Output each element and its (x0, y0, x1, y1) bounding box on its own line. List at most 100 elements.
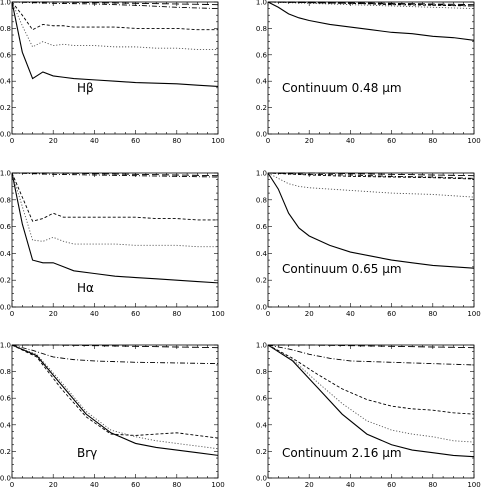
y-tick-label: 0.2 (256, 104, 267, 112)
x-tick-label: 20 (49, 310, 58, 318)
x-tick-label: 100 (211, 481, 224, 489)
y-tick-label: 0.0 (0, 131, 11, 139)
x-tick-label: 60 (131, 137, 140, 145)
series-line-solid (11, 1, 219, 88)
series-line-solid (267, 344, 475, 458)
plot-frame (11, 1, 219, 135)
panel-6: 0 20 40 60 80 100 0.0 0.2 0.4 0.6 0.8 1.0 Continuum … (256, 342, 481, 489)
series-line-dashdot (11, 344, 219, 365)
y-tick-label: 0.2 (0, 448, 11, 456)
x-tick-label: 80 (172, 310, 181, 318)
series-line-solid (11, 172, 219, 284)
y-tick-label: 0.6 (0, 51, 12, 59)
series-line-dashed (267, 172, 475, 180)
x-tick-label: 100 (467, 481, 480, 489)
series-line-longdash (12, 172, 219, 177)
y-tick-label: 0.8 (0, 25, 11, 33)
series-line-dashed (267, 344, 475, 415)
x-tick-label: 0 (10, 137, 14, 145)
y-tick-label: 0.4 (256, 421, 268, 429)
x-tick-label: 40 (346, 481, 355, 489)
y-tick-label: 0.0 (0, 475, 11, 483)
panel-3: 0 20 40 60 80 100 0.0 0.2 0.4 0.6 0.8 1.0 Hα (0, 170, 225, 319)
series-line-longdash (268, 1, 475, 6)
y-tick-label: 1.0 (0, 342, 11, 350)
x-tick-label: 60 (387, 481, 396, 489)
x-tick-label: 0 (266, 310, 270, 318)
panel-label: Continuum 0.48 μm (282, 81, 402, 95)
series-line-longdash (12, 1, 219, 6)
series-line-dashed (11, 344, 219, 439)
x-tick-label: 0 (10, 481, 14, 489)
x-tick-label: 80 (428, 137, 437, 145)
y-tick-label: 0.0 (256, 131, 267, 139)
y-tick-label: 0.6 (256, 51, 268, 59)
x-tick-label: 0 (266, 137, 270, 145)
y-tick-label: 1.0 (256, 170, 267, 178)
panel-label: Continuum 2.16 μm (282, 446, 402, 460)
y-tick-label: 0.8 (256, 25, 267, 33)
x-tick-label: 40 (346, 137, 355, 145)
panel-label: Hα (77, 281, 94, 295)
series-line-dashed (11, 1, 218, 31)
y-tick-label: 0.6 (256, 395, 268, 403)
panel-5: 0 20 40 60 80 100 0.0 0.2 0.4 0.6 0.8 1.0 Brγ (0, 342, 225, 489)
y-tick-label: 0.0 (256, 475, 267, 483)
series-line-dotted (11, 172, 218, 248)
series-line-dashed (267, 1, 475, 7)
plot-frame (267, 1, 475, 135)
y-tick-label: 0.8 (0, 368, 11, 376)
series-line-dashdot (267, 172, 475, 179)
x-tick-label: 100 (211, 137, 224, 145)
series-line-longdash (268, 172, 475, 177)
panel-2: 0 20 40 60 80 100 0.0 0.2 0.4 0.6 0.8 1.0 Continuum … (256, 0, 481, 145)
x-tick-label: 20 (305, 137, 314, 145)
y-tick-label: 0.4 (0, 78, 12, 86)
x-tick-label: 40 (90, 310, 99, 318)
y-tick-label: 0.0 (0, 304, 11, 312)
panel-1: 0 20 40 60 80 100 0.0 0.2 0.4 0.6 0.8 1.0 Hβ (0, 0, 225, 145)
x-tick-label: 20 (305, 310, 314, 318)
y-tick-label: 0.2 (256, 277, 267, 285)
x-tick-label: 20 (305, 481, 314, 489)
y-tick-label: 0.6 (256, 223, 268, 231)
series-line-longdash (12, 344, 219, 349)
y-tick-label: 0.8 (256, 196, 267, 204)
y-tick-label: 1.0 (0, 170, 11, 178)
plot-frame (267, 172, 475, 308)
y-tick-label: 0.8 (256, 368, 267, 376)
series-line-dotted (11, 344, 219, 450)
x-tick-label: 0 (266, 481, 270, 489)
y-tick-label: 0.2 (0, 277, 11, 285)
y-tick-label: 1.0 (256, 0, 267, 7)
x-tick-label: 40 (346, 310, 355, 318)
series-line-dashdot (267, 1, 475, 7)
x-tick-label: 60 (131, 481, 140, 489)
panel-label: Brγ (77, 446, 97, 460)
x-tick-label: 60 (387, 137, 396, 145)
series-line-dashdot (267, 344, 475, 366)
series-line-dotted (11, 1, 218, 50)
y-tick-label: 0.4 (256, 78, 268, 86)
series-line-solid (11, 344, 219, 456)
x-tick-label: 80 (172, 137, 181, 145)
y-tick-label: 0.2 (0, 104, 11, 112)
series-line-dashdot (11, 1, 219, 10)
x-tick-label: 40 (90, 137, 99, 145)
x-tick-label: 60 (387, 310, 396, 318)
x-tick-label: 0 (10, 310, 14, 318)
y-tick-label: 1.0 (256, 342, 267, 350)
y-tick-label: 0.8 (0, 196, 11, 204)
x-tick-label: 100 (467, 310, 480, 318)
panel-label: Hβ (77, 81, 94, 95)
series-line-dashed (11, 172, 218, 222)
panel-label: Continuum 0.65 μm (282, 262, 402, 276)
y-tick-label: 0.4 (0, 421, 12, 429)
series-line-dashdot (11, 172, 219, 178)
series-line-dotted (267, 1, 475, 10)
x-tick-label: 80 (428, 310, 437, 318)
panel-4: 0 20 40 60 80 100 0.0 0.2 0.4 0.6 0.8 1.0 Continuum … (256, 170, 481, 319)
y-tick-label: 0.6 (0, 395, 12, 403)
y-tick-label: 0.4 (0, 250, 12, 258)
